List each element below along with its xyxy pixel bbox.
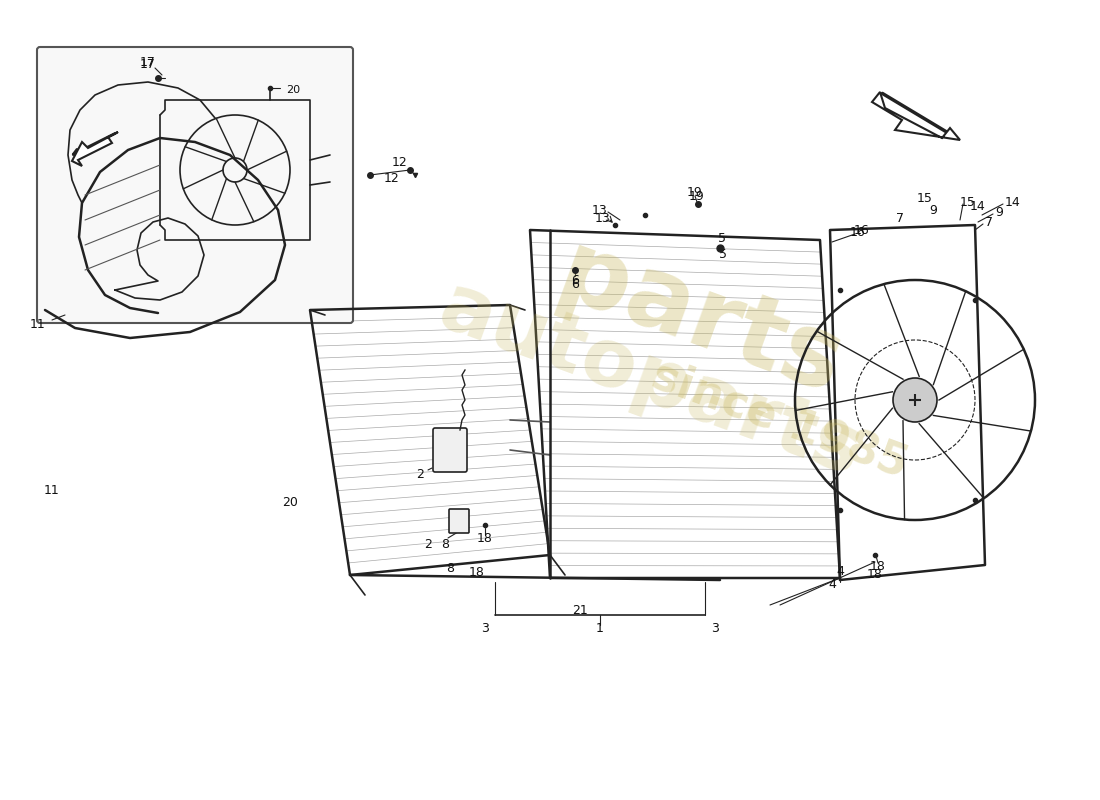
Text: 20: 20 (282, 495, 298, 509)
Text: 18: 18 (477, 531, 493, 545)
Text: 16: 16 (854, 223, 870, 237)
Text: 8: 8 (441, 538, 449, 551)
Text: 3: 3 (711, 622, 719, 634)
Text: 8: 8 (446, 562, 454, 574)
Text: 2: 2 (416, 469, 424, 482)
Text: 17: 17 (140, 58, 156, 71)
Text: 20: 20 (286, 85, 300, 95)
Text: 6: 6 (571, 278, 579, 290)
Polygon shape (72, 132, 118, 166)
Text: 19: 19 (688, 186, 703, 198)
FancyBboxPatch shape (433, 428, 468, 472)
Text: 11: 11 (30, 318, 45, 331)
Text: 4: 4 (836, 565, 844, 578)
Text: 7: 7 (984, 215, 993, 229)
Text: 13: 13 (592, 203, 608, 217)
Text: 9: 9 (930, 205, 937, 218)
Text: 6: 6 (571, 274, 579, 286)
Text: 7: 7 (896, 211, 904, 225)
Text: 1: 1 (596, 622, 604, 634)
Text: 12: 12 (384, 171, 400, 185)
Text: 2: 2 (425, 538, 432, 551)
Text: 18: 18 (870, 561, 886, 574)
Text: 5: 5 (718, 231, 726, 245)
Circle shape (893, 378, 937, 422)
Text: 14: 14 (1005, 195, 1021, 209)
Text: 18: 18 (867, 569, 883, 582)
Text: autoparts: autoparts (428, 267, 872, 493)
Text: 19: 19 (689, 190, 705, 202)
Text: parts: parts (544, 224, 856, 416)
Text: 17: 17 (140, 55, 156, 69)
Text: 9: 9 (996, 206, 1003, 218)
Text: 21: 21 (572, 603, 587, 617)
FancyBboxPatch shape (37, 47, 353, 323)
FancyBboxPatch shape (449, 509, 469, 533)
Text: 13: 13 (595, 211, 610, 225)
Text: 16: 16 (850, 226, 866, 238)
Text: 14: 14 (970, 199, 986, 213)
Text: 15: 15 (917, 191, 933, 205)
Text: 5: 5 (719, 249, 727, 262)
Text: since 1985: since 1985 (646, 354, 914, 486)
Text: 4: 4 (828, 578, 836, 591)
Text: 3: 3 (481, 622, 488, 634)
Text: 12: 12 (392, 155, 408, 169)
Text: 15: 15 (960, 195, 976, 209)
Polygon shape (872, 92, 960, 140)
Text: 11: 11 (44, 483, 59, 497)
Text: 18: 18 (469, 566, 485, 578)
